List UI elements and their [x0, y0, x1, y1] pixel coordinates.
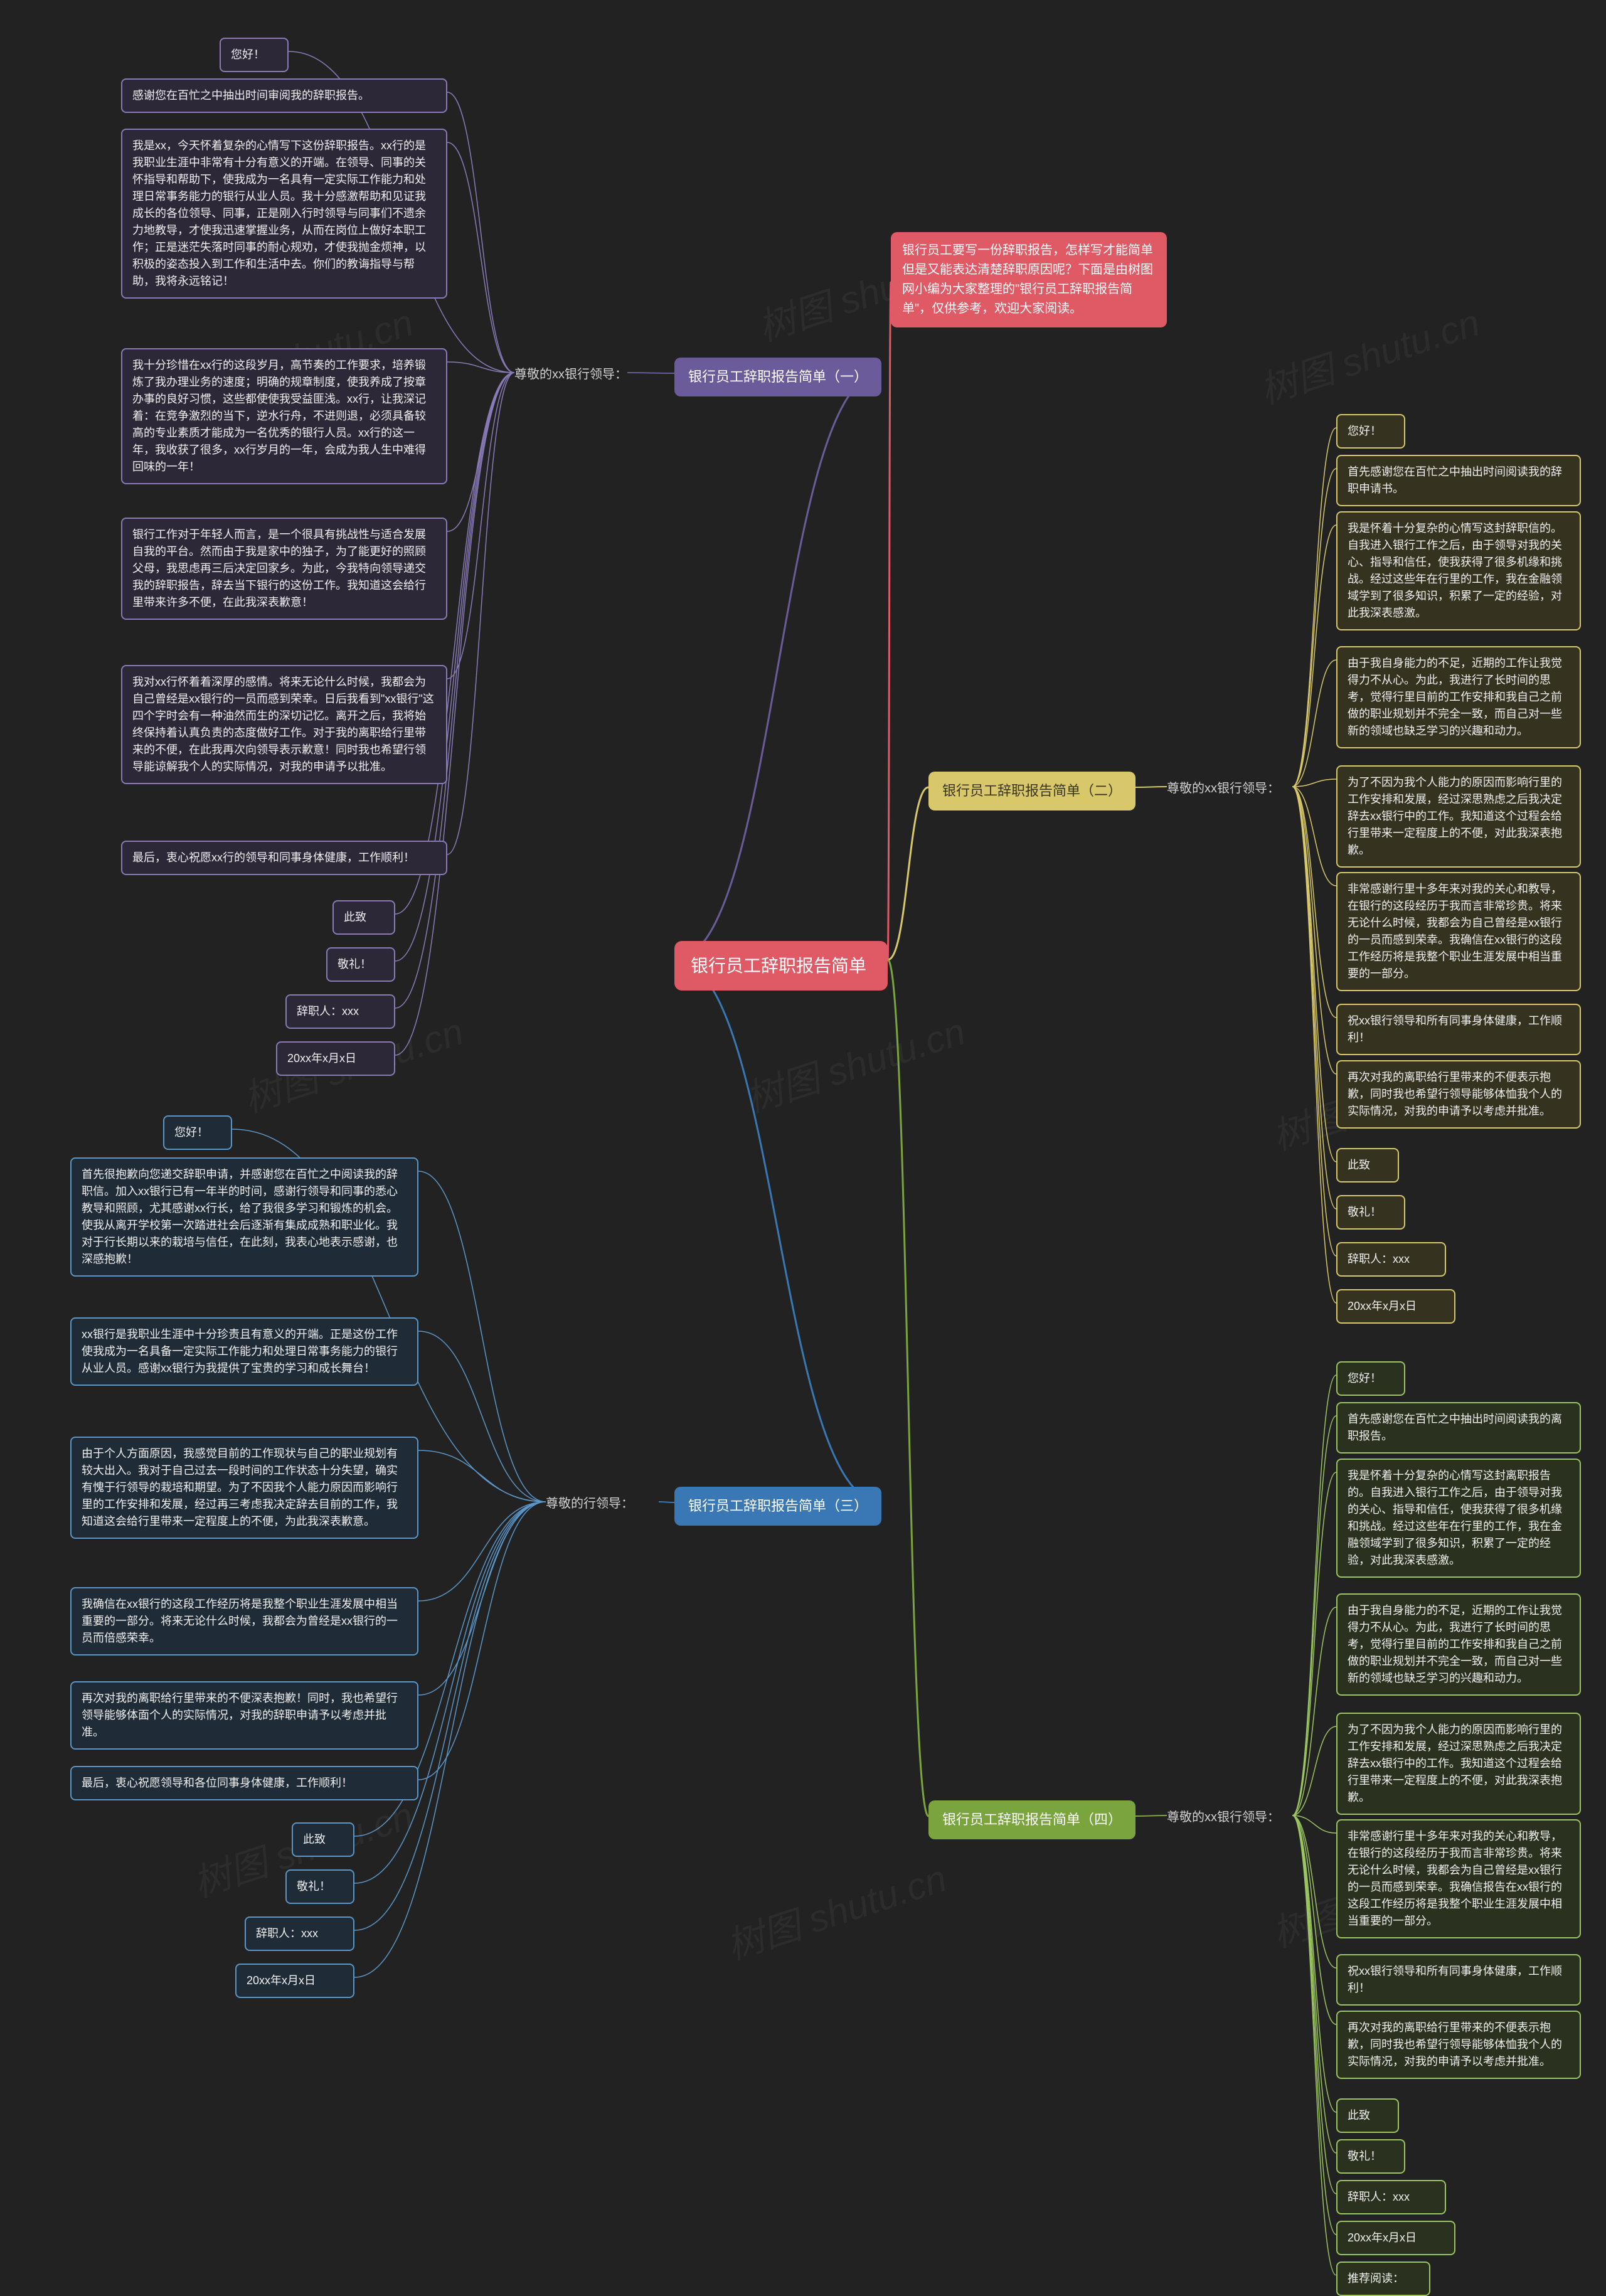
- leaf-node: 此致: [1336, 1148, 1399, 1183]
- watermark: 树图 shutu.cn: [737, 1001, 971, 1124]
- leaf-node: 银行工作对于年轻人而言，是一个很具有挑战性与适合发展自我的平台。然而由于我是家中…: [121, 518, 447, 620]
- sublabel: 尊敬的xx银行领导：: [1167, 778, 1280, 796]
- leaf-node: xx银行是我职业生涯中十分珍责且有意义的开端。正是这份工作使我成为一名具备一定实…: [70, 1317, 418, 1386]
- leaf-node: 您好！: [220, 38, 289, 72]
- watermark: 树图 shutu.cn: [1252, 292, 1486, 415]
- leaf-node: 首先感谢您在百忙之中抽出时间阅读我的辞职申请书。: [1336, 455, 1581, 506]
- leaf-node: 敬礼！: [1336, 1195, 1405, 1230]
- leaf-node: 非常感谢行里十多年来对我的关心和教导，在银行的这段经历于我而言非常珍贵。将来无论…: [1336, 1819, 1581, 1938]
- sublabel: 尊敬的行领导：: [546, 1493, 634, 1511]
- leaf-node: 此致: [292, 1822, 354, 1857]
- leaf-node: 由于个人方面原因，我感觉目前的工作现状与自己的职业规划有较大出入。我对于自己过去…: [70, 1437, 418, 1539]
- leaf-node: 首先很抱歉向您递交辞职申请，并感谢您在百忙之中阅读我的辞职信。加入xx银行已有一…: [70, 1157, 418, 1277]
- intro-node: 银行员工要写一份辞职报告，怎样写才能简单但是又能表达清楚辞职原因呢？下面是由树图…: [891, 232, 1167, 327]
- leaf-node: 由于我自身能力的不足，近期的工作让我觉得力不从心。为此，我进行了长时间的思考，觉…: [1336, 646, 1581, 748]
- leaf-node: 我十分珍惜在xx行的这段岁月，高节奏的工作要求，培养锻炼了我办理业务的速度；明确…: [121, 348, 447, 484]
- branch-node: 银行员工辞职报告简单（四）: [928, 1800, 1135, 1839]
- leaf-node: 推荐阅读：: [1336, 2261, 1430, 2296]
- leaf-node: 敬礼！: [326, 947, 395, 982]
- leaf-node: 此致: [332, 900, 395, 935]
- leaf-node: 辞职人：xxx: [1336, 2180, 1446, 2214]
- leaf-node: 敬礼！: [1336, 2139, 1405, 2174]
- leaf-node: 敬礼！: [285, 1869, 354, 1904]
- leaf-node: 20xx年x月x日: [1336, 1289, 1455, 1324]
- leaf-node: 首先感谢您在百忙之中抽出时间阅读我的离职报告。: [1336, 1402, 1581, 1454]
- leaf-node: 我对xx行怀着着深厚的感情。将来无论什么时候，我都会为自己曾经是xx银行的一员而…: [121, 665, 447, 784]
- leaf-node: 最后，衷心祝愿领导和各位同事身体健康，工作顺利！: [70, 1766, 418, 1800]
- leaf-node: 20xx年x月x日: [235, 1964, 354, 1998]
- leaf-node: 最后，衷心祝愿xx行的领导和同事身体健康，工作顺利！: [121, 841, 447, 875]
- sublabel: 尊敬的xx银行领导：: [1167, 1807, 1280, 1825]
- root-node: 银行员工辞职报告简单: [674, 941, 888, 991]
- leaf-node: 辞职人：xxx: [1336, 1242, 1446, 1277]
- leaf-node: 祝xx银行领导和所有同事身体健康，工作顺利！: [1336, 1954, 1581, 2006]
- branch-node: 银行员工辞职报告简单（二）: [928, 772, 1135, 811]
- leaf-node: 祝xx银行领导和所有同事身体健康，工作顺利！: [1336, 1004, 1581, 1055]
- leaf-node: 由于我自身能力的不足，近期的工作让我觉得力不从心。为此，我进行了长时间的思考，觉…: [1336, 1593, 1581, 1696]
- leaf-node: 再次对我的离职给行里带来的不便深表抱歉！同时，我也希望行领导能够体面个人的实际情…: [70, 1681, 418, 1750]
- leaf-node: 再次对我的离职给行里带来的不便表示抱歉，同时我也希望行领导能够体恤我个人的实际情…: [1336, 2011, 1581, 2079]
- leaf-node: 辞职人：xxx: [285, 994, 395, 1029]
- leaf-node: 我是怀着十分复杂的心情写这封辞职信的。自我进入银行工作之后，由于领导对我的关心、…: [1336, 511, 1581, 630]
- leaf-node: 20xx年x月x日: [276, 1041, 395, 1076]
- leaf-node: 辞职人：xxx: [245, 1916, 354, 1951]
- leaf-node: 为了不因为我个人能力的原因而影响行里的工作安排和发展，经过深思熟虑之后我决定辞去…: [1336, 765, 1581, 868]
- leaf-node: 20xx年x月x日: [1336, 2221, 1455, 2255]
- leaf-node: 我是xx，今天怀着复杂的心情写下这份辞职报告。xx行的是我职业生涯中非常有十分有…: [121, 129, 447, 299]
- branch-node: 银行员工辞职报告简单（三）: [674, 1487, 881, 1526]
- leaf-node: 我确信在xx银行的这段工作经历将是我整个职业生涯发展中相当重要的一部分。将来无论…: [70, 1587, 418, 1656]
- leaf-node: 感谢您在百忙之中抽出时间审阅我的辞职报告。: [121, 78, 447, 113]
- leaf-node: 您好！: [1336, 1361, 1405, 1396]
- watermark: 树图 shutu.cn: [718, 1848, 952, 1970]
- leaf-node: 您好！: [163, 1115, 232, 1150]
- leaf-node: 为了不因为我个人能力的原因而影响行里的工作安排和发展，经过深思熟虑之后我决定辞去…: [1336, 1713, 1581, 1815]
- leaf-node: 非常感谢行里十多年来对我的关心和教导，在银行的这段经历于我而言非常珍贵。将来无论…: [1336, 872, 1581, 991]
- sublabel: 尊敬的xx银行领导：: [514, 364, 627, 382]
- leaf-node: 您好！: [1336, 414, 1405, 449]
- branch-node: 银行员工辞职报告简单（一）: [674, 358, 881, 396]
- leaf-node: 再次对我的离职给行里带来的不便表示抱歉，同时我也希望行领导能够体恤我个人的实际情…: [1336, 1060, 1581, 1129]
- leaf-node: 我是怀着十分复杂的心情写这封离职报告的。自我进入银行工作之后，由于领导对我的关心…: [1336, 1459, 1581, 1578]
- leaf-node: 此致: [1336, 2098, 1399, 2133]
